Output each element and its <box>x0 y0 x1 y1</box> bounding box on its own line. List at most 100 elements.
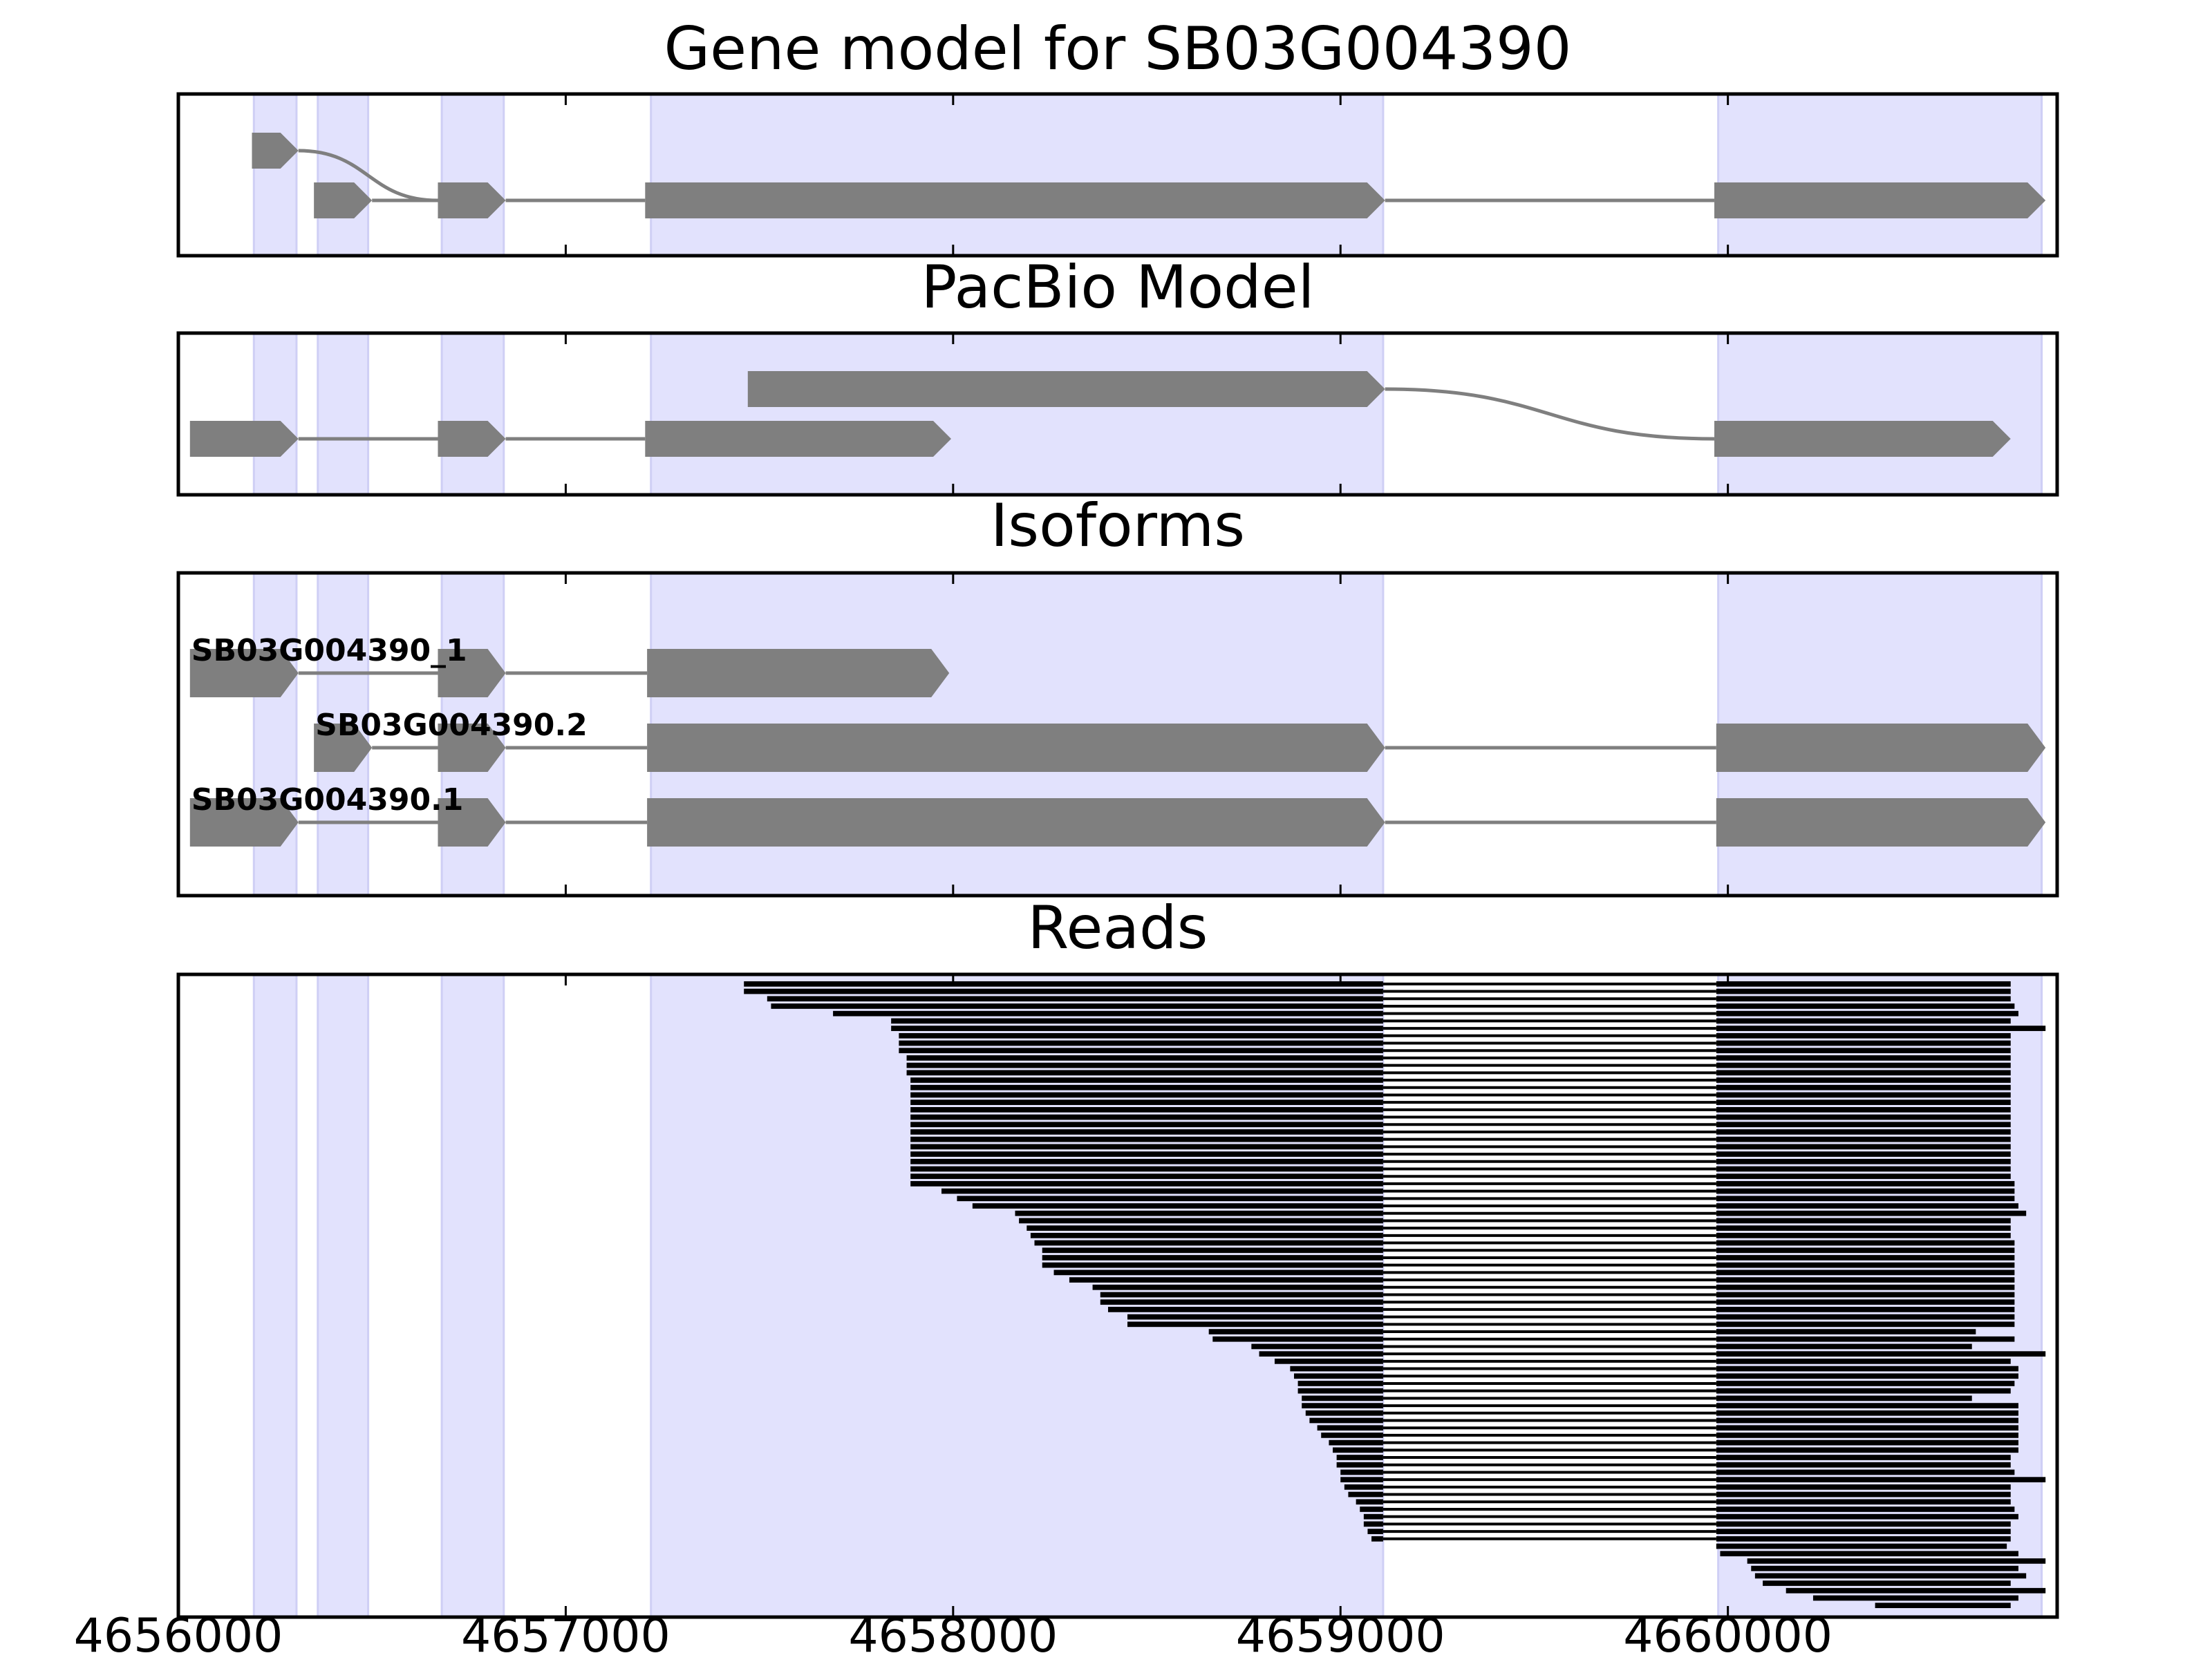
read-block <box>1716 1262 2015 1268</box>
read-block <box>1107 1307 1383 1312</box>
read-block <box>1053 1269 1383 1276</box>
read-block <box>910 1092 1383 1098</box>
read-block <box>1716 1210 2027 1216</box>
read-block <box>1100 1292 1383 1298</box>
isoform-exon <box>1716 724 2046 772</box>
read-block <box>1716 1269 2015 1276</box>
exon-shade-region <box>252 572 298 897</box>
read-block <box>1716 1129 2011 1135</box>
read-block <box>910 1166 1383 1172</box>
exon-shade-region <box>317 93 370 257</box>
read-block <box>1716 1003 2015 1009</box>
read-block <box>1367 1529 1383 1534</box>
read-block <box>891 1018 1383 1024</box>
read-block <box>1716 1048 2011 1054</box>
read-block <box>1716 1136 2011 1142</box>
panel-title: Gene model for SB03G004390 <box>664 15 1572 84</box>
read-block <box>1716 1292 2015 1298</box>
exon-shade-region <box>252 973 298 1618</box>
read-block <box>1716 1070 2011 1076</box>
isoform-exon <box>438 649 506 697</box>
read-block <box>1716 1122 2011 1128</box>
x-tick-label: 4657000 <box>461 1609 671 1659</box>
read-block <box>910 1144 1383 1150</box>
read-block <box>1716 1373 2018 1379</box>
read-block <box>1305 1410 1383 1416</box>
read-block <box>1716 1366 2018 1372</box>
isoform-exon <box>189 798 299 847</box>
read-block <box>1356 1499 1383 1505</box>
read-block <box>1329 1439 1383 1446</box>
read-block <box>1340 1469 1383 1475</box>
isoform-label: SB03G004390.2 <box>315 708 588 743</box>
read-block <box>1371 1536 1383 1542</box>
read-block <box>1716 1151 2011 1157</box>
read-block <box>1716 1181 2015 1187</box>
panels: Gene model for SB03G004390 PacBio Model Is… <box>176 15 2059 1619</box>
isoform-exon <box>438 798 506 847</box>
panel-4: Reads <box>176 894 2059 1619</box>
read-block <box>744 981 1383 987</box>
read-block <box>1716 1321 2015 1328</box>
read-block <box>1716 1491 2011 1498</box>
read-block <box>1251 1343 1383 1350</box>
intron-edge <box>298 149 438 202</box>
isoform-exon <box>189 649 299 697</box>
read-block <box>1042 1247 1383 1254</box>
read-block <box>1716 1062 2011 1068</box>
read-block <box>1030 1233 1383 1238</box>
read-block <box>1019 1218 1383 1224</box>
read-block <box>1716 1410 2018 1416</box>
read-block <box>1716 1107 2011 1113</box>
exon-shade-region <box>1717 93 2043 257</box>
read-block <box>910 1077 1383 1083</box>
read-block <box>1716 1336 2015 1342</box>
panel-frame <box>176 331 2059 497</box>
read-block <box>1042 1262 1383 1268</box>
read-block <box>767 996 1383 1002</box>
exon-feature <box>438 182 506 218</box>
read-block <box>1069 1277 1383 1283</box>
panel-3: Isoforms SB03G004390_1 SB03G004390.2 SB03G0… <box>176 491 2059 898</box>
read-block <box>1716 1040 2011 1046</box>
exon-feature <box>1714 182 2046 218</box>
panel-frame <box>176 92 2059 258</box>
read-block <box>910 1084 1383 1090</box>
read-block <box>1754 1573 2027 1579</box>
read-block <box>910 1129 1383 1135</box>
exon-feature <box>438 421 506 457</box>
read-block <box>1716 1255 2015 1260</box>
read-block <box>906 1062 1383 1068</box>
read-block <box>1274 1359 1383 1364</box>
read-block <box>1716 1543 2007 1549</box>
read-block <box>1290 1366 1383 1372</box>
panel-title: Reads <box>1028 894 1208 963</box>
read-block <box>1763 1580 2011 1586</box>
read-block <box>1716 981 2011 987</box>
read-block <box>1716 1284 2015 1290</box>
read-block <box>1716 1099 2011 1106</box>
read-block <box>1716 1447 2018 1453</box>
read-block <box>1716 1032 2011 1039</box>
read-block <box>1716 1299 2015 1305</box>
panel-frame <box>176 571 2059 898</box>
read-block <box>910 1181 1383 1187</box>
read-block <box>1716 1084 2011 1090</box>
exon-feature <box>189 421 299 457</box>
panel-frame <box>176 972 2059 1619</box>
exon-feature <box>1714 421 2011 457</box>
exon-shade-region <box>1717 332 2043 496</box>
read-block <box>910 1158 1383 1164</box>
read-block <box>1259 1351 1383 1357</box>
read-block <box>1336 1455 1383 1460</box>
exon-shade-region <box>440 332 505 496</box>
x-tick-label: 4659000 <box>1236 1609 1445 1659</box>
read-block <box>1716 1144 2011 1150</box>
read-block <box>1716 1507 2015 1512</box>
read-block <box>1716 1166 2011 1172</box>
read-block <box>1812 1595 2018 1601</box>
exon-shade-region <box>440 93 505 257</box>
read-block <box>1302 1403 1383 1408</box>
x-tick-label: 4658000 <box>848 1609 1058 1659</box>
